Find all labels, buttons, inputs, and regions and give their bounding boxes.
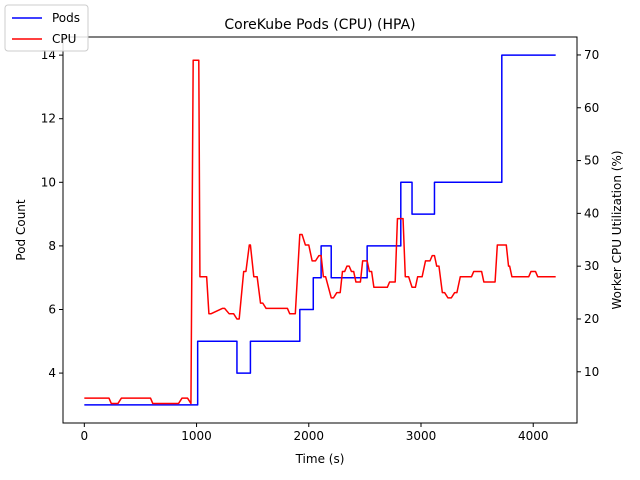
left-y-tick-label-3: 10 bbox=[41, 175, 56, 189]
left-y-axis-label: Pod Count bbox=[14, 199, 28, 261]
x-tick-label-4: 4000 bbox=[518, 429, 549, 443]
left-y-tick-label-0: 4 bbox=[48, 366, 56, 380]
legend-cpu-label: CPU bbox=[52, 32, 76, 46]
x-tick-label-3: 3000 bbox=[406, 429, 437, 443]
x-axis-label: Time (s) bbox=[295, 452, 345, 466]
left-y-tick-label-2: 8 bbox=[48, 239, 56, 253]
plot-frame bbox=[62, 36, 578, 424]
right-y-axis: 10 20 30 40 50 60 70 bbox=[577, 48, 599, 379]
legend: Pods CPU bbox=[4, 4, 89, 52]
left-y-tick-label-5: 14 bbox=[41, 48, 56, 62]
left-y-tick-label-4: 12 bbox=[41, 112, 56, 126]
right-y-tick-label-3: 40 bbox=[584, 206, 599, 220]
x-tick-label-2: 2000 bbox=[294, 429, 325, 443]
chart-title: CoreKube Pods (CPU) (HPA) bbox=[224, 17, 415, 33]
right-y-tick-label-5: 60 bbox=[584, 101, 599, 115]
right-y-tick-label-1: 20 bbox=[584, 312, 599, 326]
right-y-tick-label-0: 10 bbox=[584, 365, 599, 379]
right-y-tick-label-2: 30 bbox=[584, 259, 599, 273]
x-tick-label-0: 0 bbox=[81, 429, 89, 443]
plot-lines bbox=[84, 54, 556, 406]
series-line-pods bbox=[84, 54, 556, 406]
left-y-tick-label-1: 6 bbox=[48, 302, 56, 316]
x-axis: 0 1000 2000 3000 4000 bbox=[81, 423, 549, 443]
right-y-tick-label-6: 70 bbox=[584, 48, 599, 62]
left-y-axis: 4 6 8 10 12 14 bbox=[41, 48, 63, 380]
series-line-cpu bbox=[84, 59, 556, 405]
right-y-axis-label: Worker CPU Utilization (%) bbox=[610, 150, 624, 309]
legend-pods-label: Pods bbox=[52, 11, 80, 25]
right-y-tick-label-4: 50 bbox=[584, 154, 599, 168]
x-tick-label-1: 1000 bbox=[181, 429, 212, 443]
